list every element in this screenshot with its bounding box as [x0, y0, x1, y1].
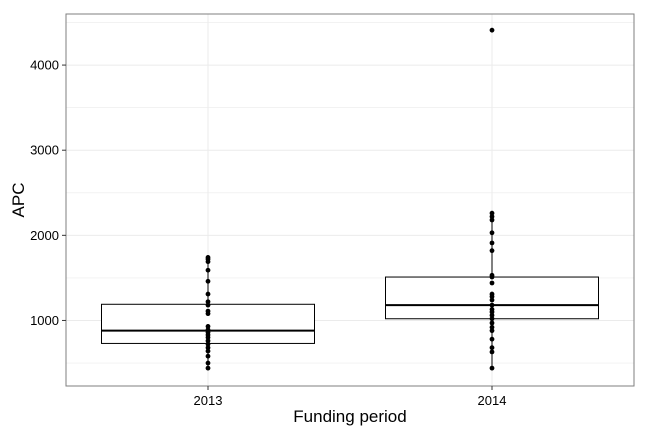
- y-tick-label: 3000: [30, 143, 59, 158]
- data-point: [489, 280, 495, 286]
- data-point: [205, 278, 211, 284]
- y-tick-label: 2000: [30, 228, 59, 243]
- data-point: [205, 291, 211, 297]
- data-point: [489, 336, 495, 342]
- data-point: [205, 308, 211, 314]
- y-tick-label: 1000: [30, 313, 59, 328]
- data-point: [205, 338, 211, 344]
- data-point: [489, 345, 495, 351]
- data-point: [489, 328, 495, 334]
- plot-panel-border: [65, 13, 635, 387]
- data-point: [205, 353, 211, 359]
- y-tick-label: 4000: [30, 58, 59, 73]
- y-axis-title: APC: [9, 183, 28, 218]
- data-point: [489, 324, 495, 330]
- data-point: [489, 365, 495, 371]
- data-point: [489, 272, 495, 278]
- data-point: [489, 306, 495, 312]
- data-point: [205, 255, 211, 260]
- data-point: [489, 320, 495, 326]
- x-axis-title: Funding period: [293, 407, 406, 426]
- x-tick-label: 2013: [194, 393, 223, 408]
- data-point: [205, 327, 211, 333]
- x-tick-label: 2014: [478, 393, 507, 408]
- data-point: [489, 312, 495, 318]
- data-point: [489, 291, 495, 297]
- data-point: [489, 302, 495, 308]
- data-point: [205, 365, 211, 371]
- data-point: [205, 267, 211, 273]
- data-point: [489, 214, 495, 219]
- data-point: [489, 27, 495, 33]
- x-axis: 2013 2014: [194, 386, 507, 408]
- data-point: [489, 210, 495, 216]
- data-point: [205, 360, 211, 366]
- data-point: [489, 248, 495, 254]
- data-point: [489, 316, 495, 322]
- points-layer: [205, 27, 495, 371]
- data-point: [205, 348, 211, 354]
- minor-gridlines: [66, 22, 634, 364]
- data-point: [489, 349, 495, 355]
- data-point: [489, 240, 495, 246]
- data-point: [489, 297, 495, 303]
- data-point: [489, 230, 495, 236]
- data-point: [205, 341, 211, 347]
- data-point: [205, 299, 211, 305]
- data-point: [205, 302, 211, 308]
- y-axis: 1000 2000 3000 4000: [30, 58, 66, 328]
- data-point: [489, 217, 495, 223]
- data-point: [205, 324, 211, 329]
- data-point: [205, 345, 211, 351]
